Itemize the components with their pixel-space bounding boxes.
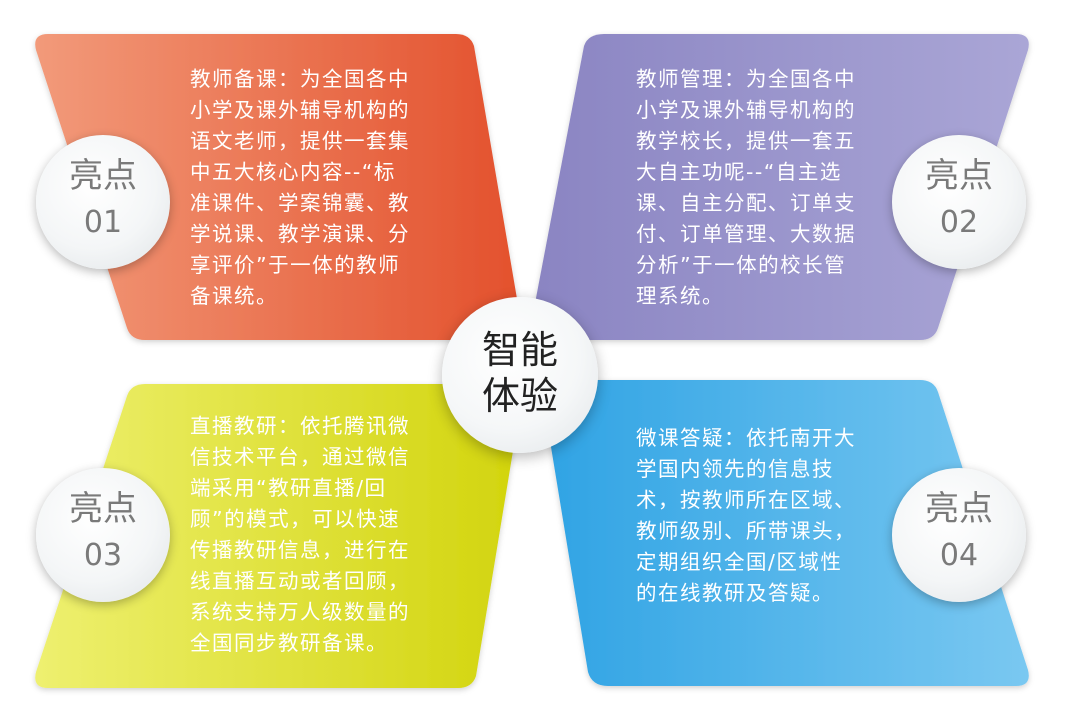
center-title-line-2: 体验: [481, 374, 558, 418]
highlight-text-3: 直播教研：依托腾讯微 信技术平台，通过微信 端采用“教研直播/回 顾”的模式，可…: [190, 414, 410, 655]
badge-number: 03: [83, 538, 123, 573]
badge-title: 亮点: [925, 489, 993, 529]
badge-number: 01: [83, 205, 123, 240]
highlight-badge-4: 亮点 04: [892, 468, 1026, 602]
highlight-panel-4: [540, 380, 1029, 686]
highlight-panel-1: [35, 34, 524, 340]
highlight-badge-1: 亮点 01: [36, 135, 170, 269]
badge-title: 亮点: [69, 156, 137, 196]
center-hub: 智能 体验: [442, 297, 598, 453]
center-title-line-1: 智能: [481, 328, 558, 372]
highlight-panel-3: [35, 384, 524, 688]
highlight-badge-2: 亮点 02: [892, 135, 1026, 269]
highlight-text-4: 微课答疑：依托南开大 学国内领先的信息技 术，按教师所在区域、 教师级别、所带课…: [636, 426, 856, 605]
badge-title: 亮点: [925, 156, 993, 196]
highlight-text-2: 教师管理：为全国各中 小学及课外辅导机构的 教学校长，提供一套五 大自主功呢--…: [636, 67, 856, 308]
highlight-text-1: 教师备课：为全国各中 小学及课外辅导机构的 语文老师，提供一套集 中五大核心内容…: [190, 67, 410, 308]
badge-number: 02: [939, 205, 979, 240]
highlight-panel-2: [528, 34, 1029, 340]
badge-title: 亮点: [69, 489, 137, 529]
highlight-badge-3: 亮点 03: [36, 468, 170, 602]
badge-number: 04: [939, 538, 979, 573]
